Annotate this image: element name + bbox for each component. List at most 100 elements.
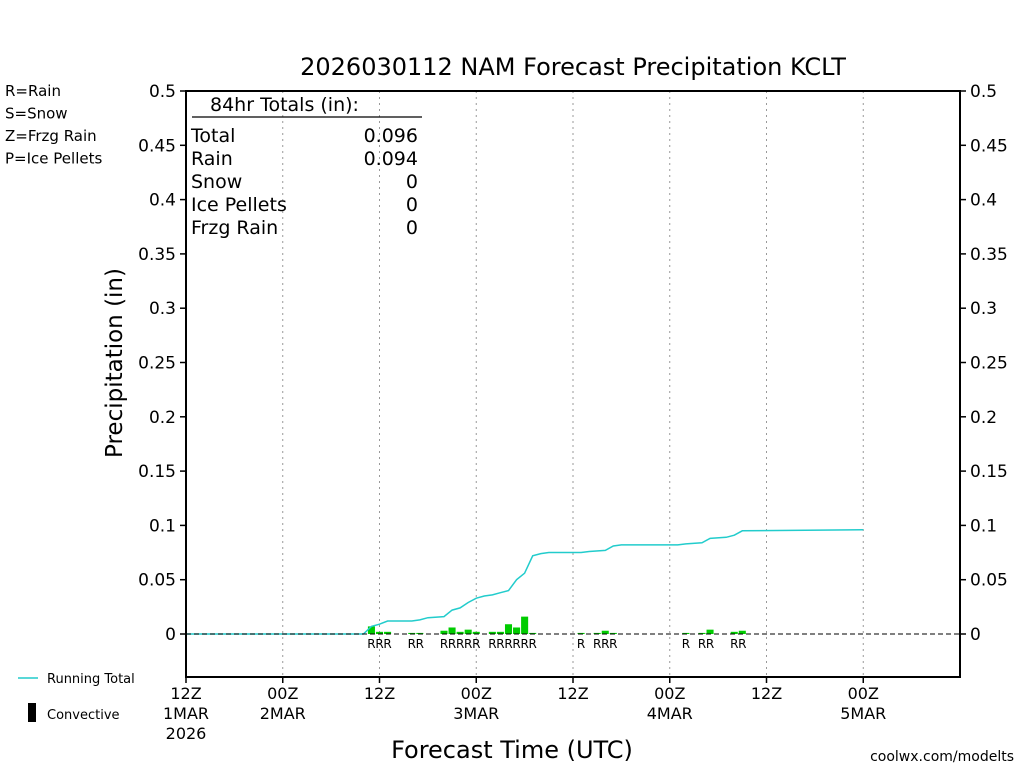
x-tick-label-date: 1MAR (163, 704, 209, 723)
ptype-marker-7: R (456, 637, 464, 651)
ptype-marker-8: R (464, 637, 472, 651)
totals-box: 84hr Totals (in): Total 0.096 Rain 0.094 Sno… (190, 94, 422, 239)
y-axis-label: Precipitation (in) (102, 268, 128, 458)
ptype-marker-16: R (577, 637, 585, 651)
precip-bar-18 (601, 630, 609, 634)
x-tick-label-date: 3MAR (453, 704, 499, 723)
totals-row-label: Frzg Rain (191, 217, 278, 239)
legend-convective-label: Convective (47, 708, 120, 723)
totals-row-label: Snow (191, 171, 242, 193)
y-tick-label-right: 0.25 (970, 354, 1008, 374)
y-tick-label-left: 0.15 (138, 462, 176, 482)
y-tick-label-left: 0.05 (138, 571, 176, 591)
precip-bar-17 (593, 632, 601, 634)
y-tick-label-left: 0.2 (149, 408, 176, 428)
precip-bar-20 (682, 632, 690, 634)
series-legend: Running Total Convective (18, 672, 135, 723)
precip-bar-16 (577, 632, 585, 634)
totals-row-value: 0.094 (364, 148, 418, 170)
precip-bar-9 (472, 631, 480, 634)
totals-row-label: Total (190, 125, 235, 147)
precip-bar-0 (367, 626, 375, 634)
precip-bar-5 (440, 630, 448, 634)
ptype-marker-6: R (448, 637, 456, 651)
precip-bar-24 (738, 630, 746, 634)
y-tick-label-left: 0.45 (138, 136, 176, 156)
ptype-marker-11: R (496, 637, 504, 651)
running-total-line (186, 528, 864, 635)
x-tick-label-time: 12Z (170, 684, 201, 703)
precip-bar-10 (488, 631, 496, 634)
x-tick-label-time: 12Z (364, 684, 395, 703)
ptype-marker-0: R (367, 637, 375, 651)
ptype-marker-15: R (529, 637, 537, 651)
ptype-legend-entry: R=Rain (5, 82, 61, 100)
y-tick-label-left: 0.1 (149, 516, 176, 536)
chart-title: 2026030112 NAM Forecast Precipitation KC… (300, 53, 846, 81)
totals-row-value: 0 (406, 217, 418, 239)
ptype-marker-12: R (504, 637, 512, 651)
y-tick-label-right: 0.2 (970, 408, 997, 428)
grid-lines (282, 91, 864, 677)
precip-bar-2 (384, 631, 392, 634)
totals-row-value: 0.096 (364, 125, 418, 147)
legend-convective-swatch (28, 703, 36, 722)
ptype-marker-3: R (408, 637, 416, 651)
ptype-legend-entry: S=Snow (5, 105, 68, 123)
x-tick-label-time: 00Z (654, 684, 685, 703)
ptype-marker-1: R (375, 637, 383, 651)
x-tick-label-time: 12Z (751, 684, 782, 703)
ptype-marker-4: R (416, 637, 424, 651)
precip-bar-22 (706, 629, 714, 634)
x-tick-label-date: 4MAR (647, 704, 693, 723)
ptype-marker-5: R (440, 637, 448, 651)
precip-bar-19 (609, 632, 617, 634)
totals-row-value: 0 (406, 171, 418, 193)
x-tick-label-year: 2026 (166, 724, 207, 743)
ptype-marker-23: R (730, 637, 738, 651)
totals-row-label: Ice Pellets (191, 194, 287, 216)
y-tick-label-right: 0 (970, 625, 981, 645)
x-tick-label-time: 00Z (848, 684, 879, 703)
precip-bar-14 (521, 616, 529, 634)
precip-bar-15 (529, 632, 537, 634)
y-tick-label-left: 0.3 (149, 299, 176, 319)
y-tick-label-right: 0.05 (970, 571, 1008, 591)
ptype-marker-14: R (520, 637, 528, 651)
ptype-legend: R=Rain S=Snow Z=Frzg Rain P=Ice Pellets (5, 82, 102, 168)
totals-row-value: 0 (406, 194, 418, 216)
ptype-legend-entry: Z=Frzg Rain (5, 127, 97, 145)
ptype-marker-9: R (472, 637, 480, 651)
totals-row-label: Rain (191, 148, 233, 170)
y-tick-label-left: 0.5 (149, 82, 176, 102)
legend-running-total-label: Running Total (47, 672, 135, 687)
precip-bar-23 (730, 631, 738, 634)
ptype-marker-22: R (706, 637, 714, 651)
y-tick-label-right: 0.15 (970, 462, 1008, 482)
x-tick-label-time: 00Z (267, 684, 298, 703)
x-tick-label-time: 12Z (557, 684, 588, 703)
precip-bar-7 (456, 631, 464, 634)
precip-bar-8 (464, 629, 472, 634)
totals-heading: 84hr Totals (in): (210, 94, 359, 116)
y-tick-label-left: 0.25 (138, 354, 176, 374)
y-tick-label-left: 0.35 (138, 245, 176, 265)
ptype-marker-13: R (512, 637, 520, 651)
y-tick-label-left: 0 (165, 625, 176, 645)
y-tick-label-right: 0.1 (970, 516, 997, 536)
precip-bar-1 (375, 631, 384, 634)
precip-bar-3 (408, 632, 416, 634)
y-tick-label-right: 0.4 (970, 191, 997, 211)
precip-bar-11 (496, 631, 504, 634)
x-axis-label: Forecast Time (UTC) (391, 736, 633, 764)
y-tick-label-right: 0.35 (970, 245, 1008, 265)
running-total-series (186, 528, 864, 635)
precip-bars (367, 616, 746, 634)
x-tick-label-time: 00Z (461, 684, 492, 703)
ptype-marker-20: R (682, 637, 690, 651)
y-tick-label-right: 0.3 (970, 299, 997, 319)
